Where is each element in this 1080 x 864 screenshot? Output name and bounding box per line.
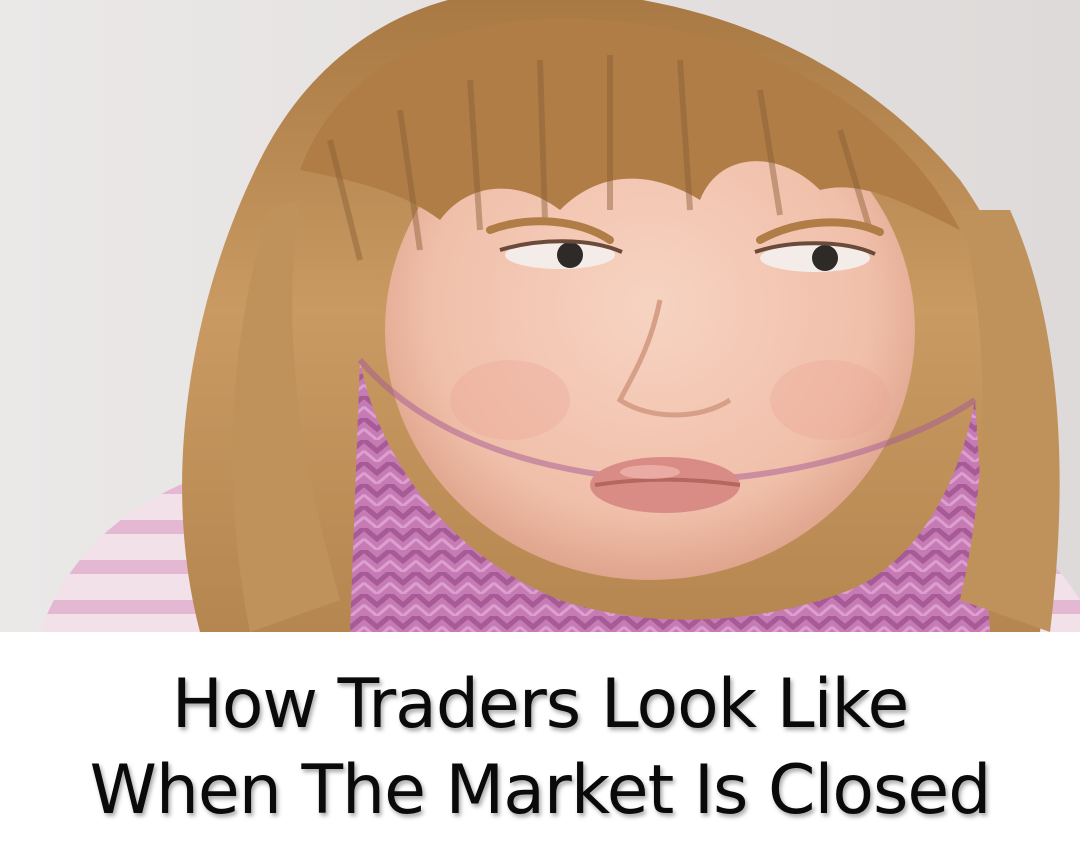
caption-line-2: When The Market Is Closed [89, 751, 992, 830]
caption-line-1: How Traders Look Like [171, 665, 910, 744]
photo-pouting-girl [0, 0, 1080, 632]
caption: How Traders Look Like When The Market Is… [0, 632, 1080, 864]
